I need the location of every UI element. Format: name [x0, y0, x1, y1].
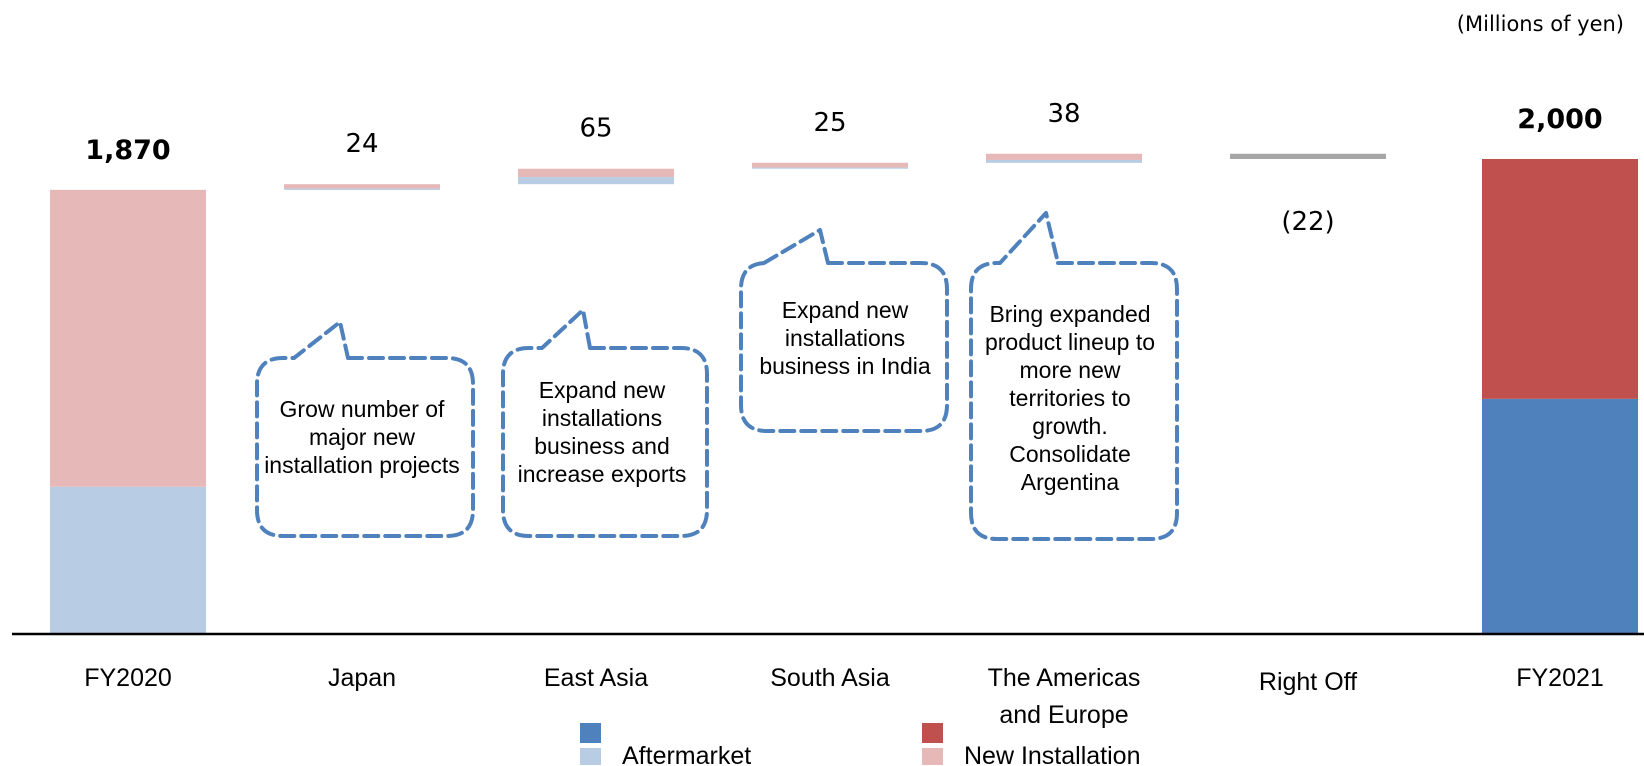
bar-segment-aftermarket	[986, 159, 1142, 163]
bar-segment-new-installation	[1482, 159, 1638, 399]
bar-segment-new-installation	[518, 168, 674, 178]
category-label: Japan	[328, 664, 396, 692]
total-label: 1,870	[85, 135, 170, 166]
data-label: 38	[1047, 99, 1080, 129]
callout-bubble	[739, 228, 949, 433]
bar-segment-aftermarket	[518, 177, 674, 185]
data-label: 25	[813, 108, 846, 138]
data-label: (22)	[1281, 207, 1334, 237]
bar-segment-aftermarket	[50, 486, 206, 634]
category-label: and Europe	[999, 701, 1128, 729]
category-label: FY2021	[1516, 664, 1604, 692]
category-label: The Americas	[988, 664, 1141, 692]
bar-segment-new-installation	[284, 184, 440, 189]
bar-segment-aftermarket	[752, 167, 908, 169]
bar-segment-aftermarket	[284, 188, 440, 190]
legend-label: Aftermarket	[622, 742, 751, 766]
legend-swatch-light	[580, 748, 601, 765]
legend-label: New Installation	[964, 742, 1140, 766]
category-label: FY2020	[84, 664, 172, 692]
data-label: 65	[579, 114, 612, 144]
category-label: East Asia	[544, 664, 648, 692]
bar-segment-new-installation	[752, 162, 908, 168]
unit-label: (Millions of yen)	[1456, 12, 1624, 36]
legend-swatch-light	[922, 748, 943, 765]
callout-bubble	[969, 211, 1179, 541]
callout-bubble	[255, 320, 475, 538]
bar-segment-new-installation	[50, 189, 206, 487]
data-label: 24	[345, 129, 378, 159]
total-label: 2,000	[1517, 104, 1602, 135]
category-label: Right Off	[1259, 668, 1357, 696]
bar-write-off	[1230, 153, 1386, 159]
legend-swatch-dark	[580, 723, 601, 743]
callout-bubble	[501, 308, 709, 538]
legend-swatch-dark	[922, 723, 943, 743]
bar-segment-aftermarket	[1482, 398, 1638, 634]
category-label: South Asia	[770, 664, 890, 692]
bar-segment-new-installation	[986, 153, 1142, 160]
